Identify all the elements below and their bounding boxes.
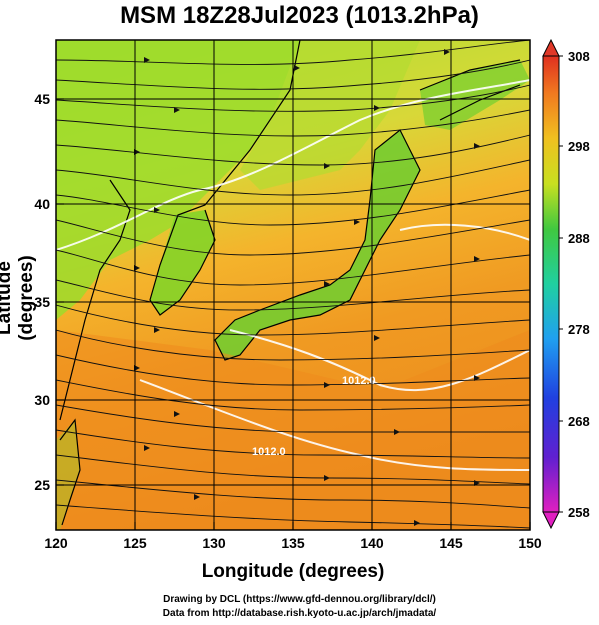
credit-drawing: Drawing by DCL (https://www.gfd-dennou.o… [163,594,436,605]
axis-tick-marks [55,98,531,530]
colorbar: 308 298 288 278 268 258 [542,38,590,530]
y-tick-label: 45 [34,91,50,107]
northeast-region [240,40,420,190]
colorbar-tick-label: 308 [568,49,590,64]
credit-data-source: Data from http://database.rish.kyoto-u.a… [162,608,437,619]
x-tick-label: 145 [439,535,463,551]
x-tick-label: 130 [202,535,226,551]
colorbar-tick-label: 258 [568,505,590,520]
hokkaido-kurils [420,60,530,130]
x-tick-label: 135 [281,535,305,551]
map-title: MSM 18Z28Jul2023 (1013.2hPa) [120,2,479,29]
y-tick-label: 40 [34,196,50,212]
x-axis-label: Longitude (degrees) [201,561,385,582]
colorbar-max-arrow [542,38,560,57]
y-tick-label: 35 [34,294,50,310]
colorbar-tick-label: 278 [568,322,590,337]
colorbar-min-arrow [542,511,560,530]
japan-main-islands [215,130,420,360]
graticule [56,40,530,530]
y-tick-label: 25 [34,477,50,493]
colorbar-tick-label: 288 [568,231,590,246]
colorbar-tick-label: 268 [568,414,590,429]
x-tick-label: 140 [360,535,384,551]
mainland-asia [56,40,300,320]
x-tick-labels: 120 125 130 135 140 145 150 [44,535,542,551]
isobar-label-2: 1012.0 [252,446,286,458]
y-tick-labels: 25 30 35 40 45 [34,91,50,493]
colorbar-gradient [542,55,560,513]
korean-peninsula [150,210,215,315]
isobar-label-1: 1012.0 [342,375,376,387]
x-tick-label: 150 [518,535,542,551]
y-tick-label: 30 [34,392,50,408]
x-tick-label: 125 [123,535,147,551]
colorbar-tick-label: 298 [568,139,590,154]
x-tick-label: 120 [44,535,68,551]
